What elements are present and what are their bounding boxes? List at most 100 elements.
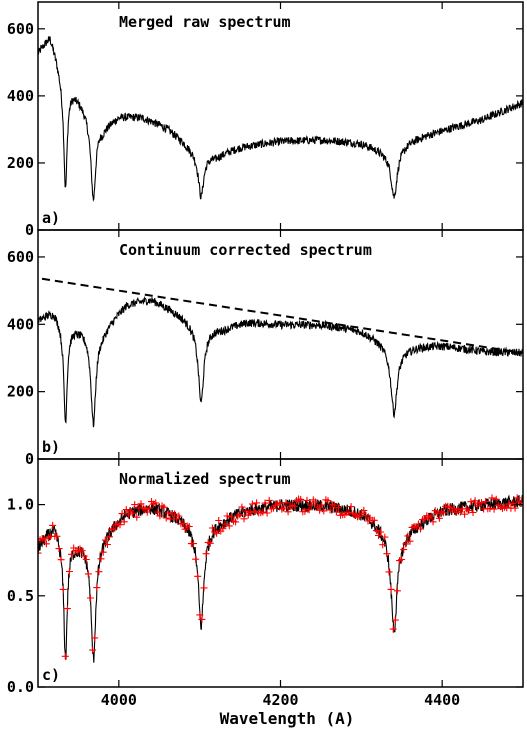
data-marker <box>383 550 391 558</box>
data-marker <box>120 518 128 526</box>
y-tick-label-a: 400 <box>7 87 34 105</box>
data-marker <box>179 520 187 528</box>
data-marker <box>198 615 206 623</box>
data-marker <box>478 499 485 507</box>
data-marker <box>242 507 250 515</box>
data-marker <box>280 504 288 512</box>
data-marker <box>215 517 223 524</box>
data-marker <box>263 509 271 517</box>
y-tick-label-b: 200 <box>7 383 34 401</box>
data-marker <box>414 520 422 528</box>
data-marker <box>196 611 204 619</box>
plot-area-b <box>38 277 523 428</box>
marker-series-c <box>38 494 523 660</box>
data-marker <box>282 499 290 507</box>
y-tick-label-b: 0 <box>25 450 34 468</box>
data-marker <box>200 584 208 592</box>
data-marker <box>227 513 235 521</box>
data-marker <box>53 532 61 540</box>
panel-a: 0 200 400 600 Merged raw spectrum a) <box>7 1 524 239</box>
data-marker <box>446 503 454 511</box>
data-marker <box>89 646 97 654</box>
data-marker <box>66 568 73 575</box>
data-marker <box>202 550 210 558</box>
data-marker <box>330 501 338 509</box>
data-marker <box>246 508 254 516</box>
data-marker <box>166 515 174 523</box>
data-marker <box>87 594 94 602</box>
data-marker <box>433 509 441 517</box>
y-tick-label-c: 1.0 <box>7 496 34 514</box>
data-marker <box>284 508 292 516</box>
data-marker <box>225 522 233 530</box>
data-marker <box>40 535 48 543</box>
data-marker <box>61 652 69 660</box>
data-marker <box>404 532 412 540</box>
x-tick-label: 4400 <box>424 691 460 709</box>
data-marker <box>171 510 179 518</box>
plot-area-c <box>38 494 523 663</box>
data-marker <box>175 512 183 520</box>
data-marker <box>450 505 458 513</box>
data-marker <box>236 511 244 519</box>
data-marker <box>406 537 414 545</box>
data-marker <box>347 503 355 511</box>
data-marker <box>297 495 305 503</box>
data-marker <box>223 512 231 520</box>
data-marker <box>131 501 139 509</box>
data-marker <box>194 572 202 580</box>
data-marker <box>427 512 435 520</box>
data-marker <box>49 521 57 529</box>
data-marker <box>42 540 50 548</box>
data-marker <box>345 509 353 516</box>
panel-title-a: Merged raw spectrum <box>119 13 291 31</box>
data-marker <box>143 508 151 516</box>
data-marker <box>38 549 42 557</box>
data-marker <box>152 499 160 507</box>
data-marker <box>110 525 118 533</box>
data-marker <box>253 499 261 507</box>
data-marker <box>377 528 385 536</box>
data-marker <box>435 514 443 522</box>
data-marker <box>469 509 477 516</box>
y-tick-label-a: 600 <box>7 20 34 38</box>
data-marker <box>82 556 90 563</box>
y-tick-label-b: 600 <box>7 248 34 266</box>
data-marker <box>303 496 311 504</box>
data-marker <box>238 503 246 511</box>
data-marker <box>326 506 334 514</box>
data-marker <box>393 587 401 595</box>
data-marker <box>429 518 437 526</box>
data-marker <box>59 585 67 593</box>
data-marker <box>379 541 387 549</box>
panel-title-c: Normalized spectrum <box>119 470 291 488</box>
data-marker <box>332 508 340 516</box>
data-marker <box>471 497 479 505</box>
panel-frame-c <box>37 458 524 688</box>
data-marker <box>129 509 137 517</box>
series-line-b <box>38 295 523 428</box>
panel-letter-c: c) <box>42 666 60 684</box>
data-marker <box>78 547 86 555</box>
data-marker <box>248 500 256 508</box>
data-marker <box>190 540 197 548</box>
data-marker <box>122 506 130 514</box>
data-marker <box>232 518 240 526</box>
data-marker <box>154 508 162 516</box>
x-tick-label: 4000 <box>101 691 137 709</box>
y-tick-label-a: 0 <box>25 221 34 239</box>
data-marker <box>93 584 101 592</box>
data-marker <box>240 515 248 523</box>
data-marker <box>467 498 475 506</box>
data-marker <box>213 529 221 537</box>
data-marker <box>185 523 193 530</box>
data-marker <box>311 498 319 506</box>
data-marker <box>259 508 267 516</box>
data-marker <box>417 525 424 533</box>
panel-frame-a <box>37 1 524 231</box>
data-marker <box>482 498 490 505</box>
data-marker <box>124 511 132 519</box>
data-marker <box>492 495 500 503</box>
data-marker <box>398 556 406 563</box>
